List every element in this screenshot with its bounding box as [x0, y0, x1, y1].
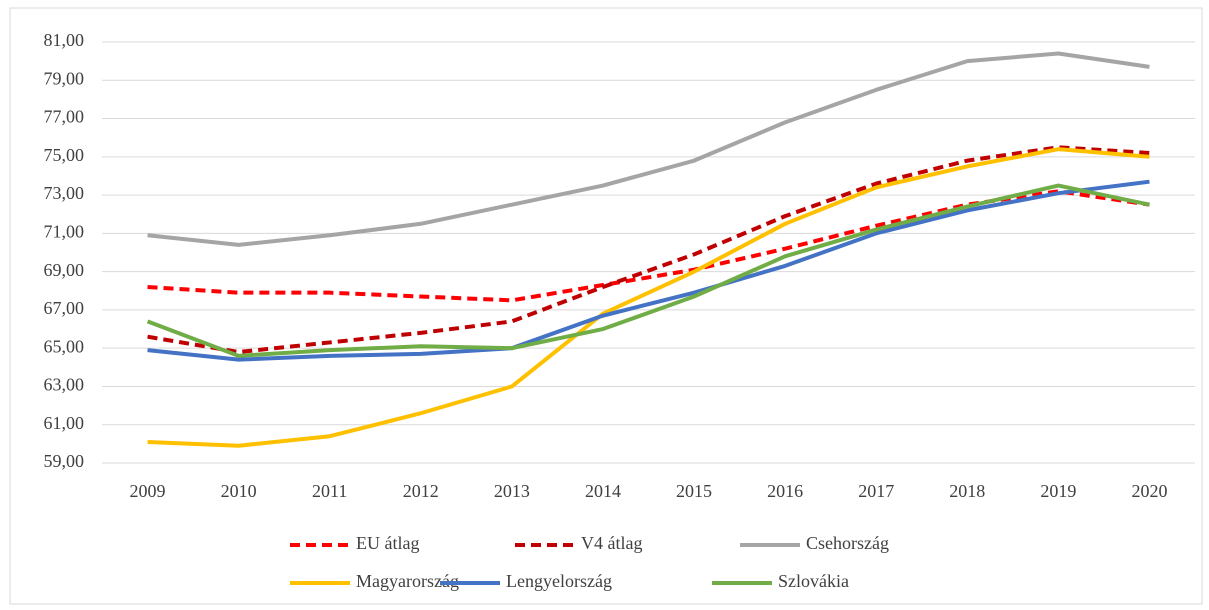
series-line: [147, 147, 1150, 448]
y-tick-label: 63,00: [44, 375, 85, 395]
y-tick-label: 69,00: [44, 260, 85, 280]
legend-label: Csehország: [806, 533, 889, 553]
x-tick-label: 2012: [403, 481, 439, 501]
x-tick-label: 2009: [130, 481, 166, 501]
y-tick-label: 81,00: [44, 30, 85, 50]
y-tick-label: 73,00: [44, 183, 85, 203]
x-tick-label: 2013: [494, 481, 530, 501]
legend-label: EU átlag: [356, 533, 419, 553]
legend-label: V4 átlag: [581, 533, 642, 553]
y-tick-label: 59,00: [44, 451, 85, 471]
legend-label: Lengyelország: [506, 571, 612, 591]
y-tick-label: 71,00: [44, 221, 85, 241]
legend-label: Magyarország: [356, 571, 459, 591]
series-line: [147, 179, 1150, 362]
y-tick-label: 77,00: [44, 107, 85, 127]
y-tick-label: 75,00: [44, 145, 85, 165]
x-tick-label: 2020: [1131, 481, 1167, 501]
x-tick-label: 2014: [585, 481, 621, 501]
legend-label: Szlovákia: [778, 571, 849, 591]
x-tick-label: 2016: [767, 481, 803, 501]
x-tick-label: 2010: [221, 481, 257, 501]
x-tick-label: 2015: [676, 481, 712, 501]
y-tick-label: 65,00: [44, 336, 85, 356]
x-tick-label: 2018: [949, 481, 985, 501]
series-line: [147, 189, 1150, 303]
series-line: [147, 145, 1150, 355]
series-line: [146, 183, 1150, 358]
y-tick-label: 79,00: [44, 68, 85, 88]
x-tick-label: 2011: [312, 481, 347, 501]
x-tick-label: 2017: [858, 481, 894, 501]
x-tick-label: 2019: [1040, 481, 1076, 501]
series-line: [147, 51, 1150, 247]
y-tick-label: 61,00: [44, 413, 85, 433]
chart-border: [9, 7, 1203, 605]
y-tick-label: 67,00: [44, 298, 85, 318]
